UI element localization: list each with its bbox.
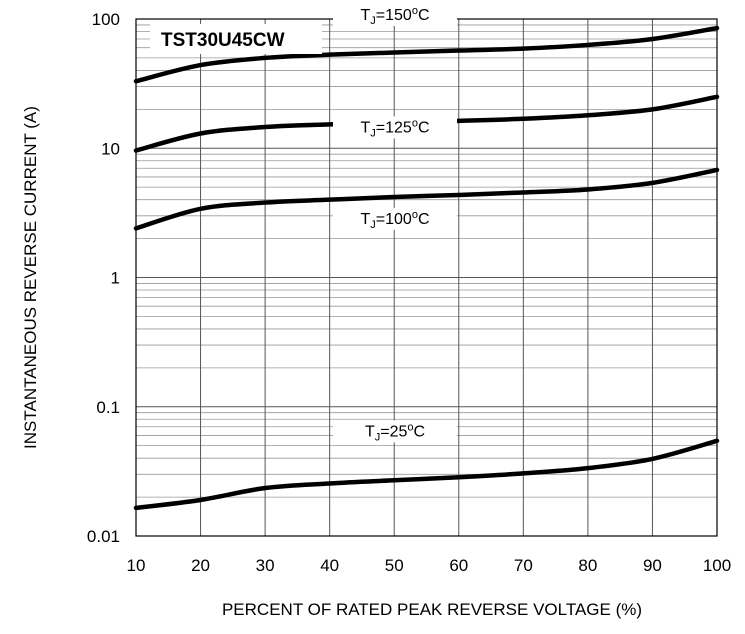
series-line	[133, 25, 720, 84]
series-label-part: =125	[376, 119, 412, 136]
series-label-background	[333, 420, 457, 443]
series-label-part: =25	[380, 423, 407, 440]
series-label-background	[333, 116, 457, 139]
series-label-part: T	[365, 423, 375, 440]
x-tick-label: 70	[514, 556, 533, 575]
x-tick-label: 80	[578, 556, 597, 575]
series-label-part: =100	[376, 211, 412, 228]
chart-title-box: TST30U45CW	[150, 24, 322, 54]
series-label-part: J	[370, 15, 376, 27]
series-label-background	[333, 4, 457, 26]
series-label-part: =150	[376, 7, 412, 24]
series-line	[133, 167, 720, 231]
series-label: TJ=125oC	[360, 117, 429, 139]
series-label-part: o	[412, 209, 418, 221]
series-label-part: J	[370, 219, 376, 231]
y-tick-label: 100	[92, 10, 120, 29]
x-axis-title: PERCENT OF RATED PEAK REVERSE VOLTAGE (%…	[222, 600, 642, 619]
x-tick-label: 50	[385, 556, 404, 575]
y-tick-label: 1	[111, 269, 120, 288]
series-label-part: o	[407, 421, 413, 433]
series-label-part: C	[418, 211, 430, 228]
y-axis-title: INSTANTANEOUS REVERSE CURRENT (A)	[21, 106, 40, 449]
series-label: TJ=150oC	[360, 5, 429, 27]
series-line	[133, 438, 720, 511]
y-tick-labels: 0.01 0.1 1 10 100	[87, 10, 120, 546]
series-label-part: J	[370, 127, 376, 139]
y-tick-label: 10	[101, 139, 120, 158]
series-label-part: T	[360, 119, 370, 136]
x-tick-label: 30	[256, 556, 275, 575]
series-label-part: C	[418, 7, 430, 24]
series-label-background	[333, 207, 457, 230]
series-label-part: J	[375, 431, 381, 443]
y-tick-label: 0.1	[96, 398, 120, 417]
x-tick-label: 60	[449, 556, 468, 575]
chart-title: TST30U45CW	[161, 30, 285, 51]
series-label-part: o	[412, 5, 418, 17]
x-tick-labels: 10 20 30 40 50 60 70 80 90 100	[127, 556, 732, 575]
series-label-part: T	[360, 211, 370, 228]
x-tick-label: 40	[320, 556, 339, 575]
series-label-part: o	[412, 117, 418, 129]
x-tick-label: 20	[191, 556, 210, 575]
series-label: TJ=100oC	[360, 209, 429, 231]
chart-title-background	[150, 24, 322, 54]
series-label-part: C	[418, 119, 430, 136]
y-tick-label: 0.01	[87, 527, 120, 546]
series-label-part: T	[360, 7, 370, 24]
x-tick-label: 10	[127, 556, 146, 575]
series-label-part: C	[413, 423, 425, 440]
grid	[135, 19, 718, 537]
x-tick-label: 90	[643, 556, 662, 575]
series-label: TJ=25oC	[365, 421, 425, 443]
x-tick-label: 100	[703, 556, 731, 575]
